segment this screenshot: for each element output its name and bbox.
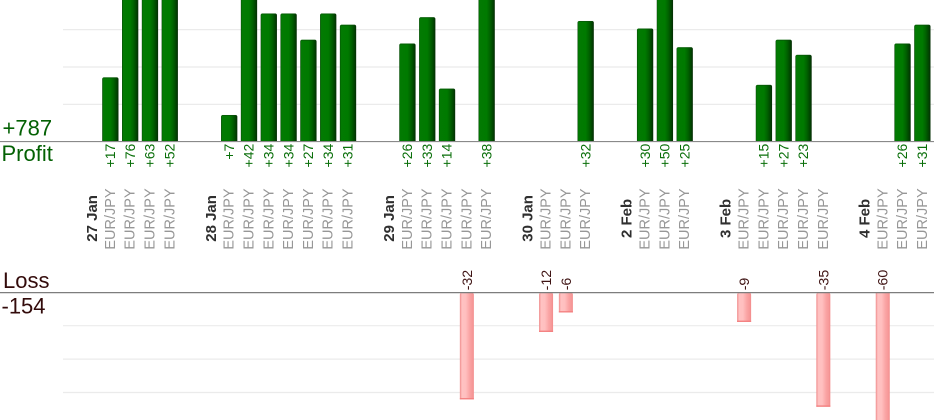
svg-text:+52: +52 — [161, 143, 177, 167]
svg-text:+42: +42 — [241, 143, 257, 167]
svg-text:EUR/JPY: EUR/JPY — [162, 188, 178, 250]
svg-text:EUR/JPY: EUR/JPY — [657, 188, 673, 250]
svg-text:EUR/JPY: EUR/JPY — [776, 188, 792, 250]
svg-text:+34: +34 — [280, 143, 296, 167]
svg-text:+15: +15 — [756, 143, 772, 167]
svg-text:2 Feb: 2 Feb — [619, 199, 636, 238]
svg-text:+33: +33 — [419, 143, 435, 167]
svg-text:EUR/JPY: EUR/JPY — [578, 188, 594, 250]
svg-text:-12: -12 — [539, 270, 555, 291]
svg-text:EUR/JPY: EUR/JPY — [281, 188, 297, 250]
svg-text:+30: +30 — [637, 143, 653, 167]
svg-text:EUR/JPY: EUR/JPY — [459, 188, 475, 250]
svg-text:+63: +63 — [142, 143, 158, 167]
svg-text:27 Jan: 27 Jan — [84, 195, 101, 242]
svg-text:EUR/JPY: EUR/JPY — [321, 188, 337, 250]
svg-text:EUR/JPY: EUR/JPY — [875, 188, 891, 250]
svg-text:+27: +27 — [775, 143, 791, 167]
svg-text:+17: +17 — [102, 143, 118, 167]
svg-text:4 Feb: 4 Feb — [856, 199, 873, 238]
svg-text:Profit: Profit — [2, 141, 53, 166]
svg-text:EUR/JPY: EUR/JPY — [756, 188, 772, 250]
svg-text:-60: -60 — [876, 270, 892, 291]
svg-text:EUR/JPY: EUR/JPY — [142, 188, 158, 250]
svg-text:+25: +25 — [676, 143, 692, 167]
svg-text:EUR/JPY: EUR/JPY — [440, 188, 456, 250]
svg-text:+23: +23 — [795, 143, 811, 167]
svg-text:EUR/JPY: EUR/JPY — [301, 188, 317, 250]
svg-text:EUR/JPY: EUR/JPY — [241, 188, 257, 250]
svg-text:EUR/JPY: EUR/JPY — [539, 188, 555, 250]
svg-text:29 Jan: 29 Jan — [381, 195, 398, 242]
svg-text:28 Jan: 28 Jan — [203, 195, 220, 242]
svg-text:+50: +50 — [657, 143, 673, 167]
svg-text:EUR/JPY: EUR/JPY — [420, 188, 436, 250]
svg-text:EUR/JPY: EUR/JPY — [816, 188, 832, 250]
svg-text:+31: +31 — [340, 143, 356, 167]
svg-text:-6: -6 — [559, 278, 575, 291]
svg-text:+26: +26 — [399, 143, 415, 167]
svg-text:-35: -35 — [816, 270, 832, 291]
svg-text:+32: +32 — [577, 143, 593, 167]
svg-text:+26: +26 — [894, 143, 910, 167]
svg-text:+7: +7 — [221, 143, 237, 159]
svg-text:EUR/JPY: EUR/JPY — [123, 188, 139, 250]
svg-text:-9: -9 — [737, 278, 753, 291]
svg-text:EUR/JPY: EUR/JPY — [103, 188, 119, 250]
svg-text:+38: +38 — [478, 143, 494, 167]
svg-text:EUR/JPY: EUR/JPY — [638, 188, 654, 250]
svg-text:+34: +34 — [320, 143, 336, 167]
svg-text:EUR/JPY: EUR/JPY — [737, 188, 753, 250]
svg-text:Loss: Loss — [3, 268, 49, 293]
svg-text:+31: +31 — [914, 143, 930, 167]
svg-text:+27: +27 — [300, 143, 316, 167]
svg-text:+76: +76 — [122, 143, 138, 167]
svg-text:EUR/JPY: EUR/JPY — [341, 188, 357, 250]
svg-text:30 Jan: 30 Jan — [520, 195, 537, 242]
svg-text:3 Feb: 3 Feb — [718, 199, 735, 238]
svg-text:-32: -32 — [460, 270, 476, 291]
svg-text:EUR/JPY: EUR/JPY — [261, 188, 277, 250]
svg-text:EUR/JPY: EUR/JPY — [222, 188, 238, 250]
svg-text:+34: +34 — [261, 143, 277, 167]
svg-text:-154: -154 — [2, 293, 46, 318]
svg-text:+787: +787 — [3, 116, 53, 141]
svg-text:EUR/JPY: EUR/JPY — [895, 188, 911, 250]
svg-text:EUR/JPY: EUR/JPY — [479, 188, 495, 250]
svg-text:+14: +14 — [439, 143, 455, 167]
svg-text:EUR/JPY: EUR/JPY — [677, 188, 693, 250]
svg-text:EUR/JPY: EUR/JPY — [796, 188, 812, 250]
svg-text:EUR/JPY: EUR/JPY — [400, 188, 416, 250]
svg-text:EUR/JPY: EUR/JPY — [915, 188, 931, 250]
svg-text:EUR/JPY: EUR/JPY — [558, 188, 574, 250]
